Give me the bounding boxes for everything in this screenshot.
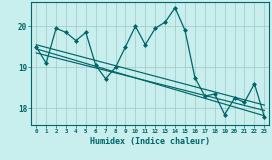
X-axis label: Humidex (Indice chaleur): Humidex (Indice chaleur) xyxy=(90,137,210,146)
